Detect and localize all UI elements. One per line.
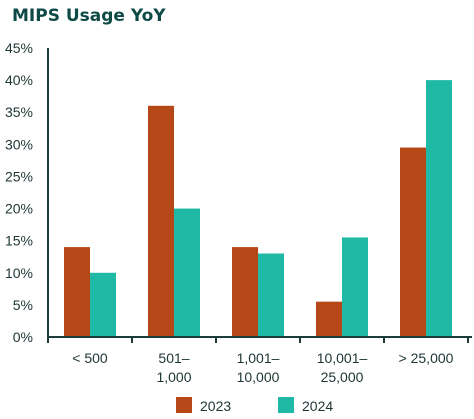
y-tick-label: 30% bbox=[5, 136, 33, 152]
legend-label-2023: 2023 bbox=[200, 398, 231, 414]
y-tick-label: 5% bbox=[13, 297, 33, 313]
x-tick-label: 1,000 bbox=[156, 369, 191, 385]
chart-title: MIPS Usage YoY bbox=[12, 6, 166, 26]
bar-2024-2 bbox=[258, 253, 284, 337]
bar-2024-0 bbox=[90, 272, 116, 337]
bar-2023-0 bbox=[64, 247, 90, 337]
bar-2024-3 bbox=[342, 237, 368, 337]
x-tick-label: 1,001– bbox=[237, 350, 280, 366]
y-axis-ticks: 0% 5% 10% 15% 20% 25% 30% 35% 40% 45% bbox=[5, 40, 33, 345]
bar-2023-4 bbox=[400, 147, 426, 337]
y-tick-label: 35% bbox=[5, 104, 33, 120]
bar-2023-2 bbox=[232, 247, 258, 337]
y-tick-label: 0% bbox=[13, 329, 33, 345]
bar-2024-4 bbox=[426, 80, 452, 337]
x-tick-label: 501– bbox=[158, 350, 189, 366]
legend: 2023 2024 bbox=[176, 397, 333, 414]
bar-2023-3 bbox=[316, 301, 342, 337]
bar-2024-1 bbox=[174, 208, 200, 337]
legend-swatch-2023 bbox=[176, 397, 192, 413]
y-tick-label: 15% bbox=[5, 233, 33, 249]
legend-swatch-2024 bbox=[278, 397, 294, 413]
y-tick-label: 20% bbox=[5, 201, 33, 217]
x-tick-label: 10,001– bbox=[317, 350, 368, 366]
x-tick-label: > 25,000 bbox=[399, 350, 454, 366]
x-tick-label: 25,000 bbox=[321, 369, 364, 385]
y-tick-label: 40% bbox=[5, 72, 33, 88]
bars bbox=[64, 80, 452, 337]
bar-2023-1 bbox=[148, 105, 174, 337]
y-tick-label: 25% bbox=[5, 168, 33, 184]
x-tick-label: 10,000 bbox=[237, 369, 280, 385]
y-tick-label: 45% bbox=[5, 40, 33, 56]
y-tick-label: 10% bbox=[5, 265, 33, 281]
x-tick-label: < 500 bbox=[72, 350, 108, 366]
axes bbox=[47, 48, 472, 343]
legend-label-2024: 2024 bbox=[302, 398, 333, 414]
x-axis-labels: < 500 501– 1,000 1,001– 10,000 10,001– 25,000 >… bbox=[72, 350, 453, 385]
